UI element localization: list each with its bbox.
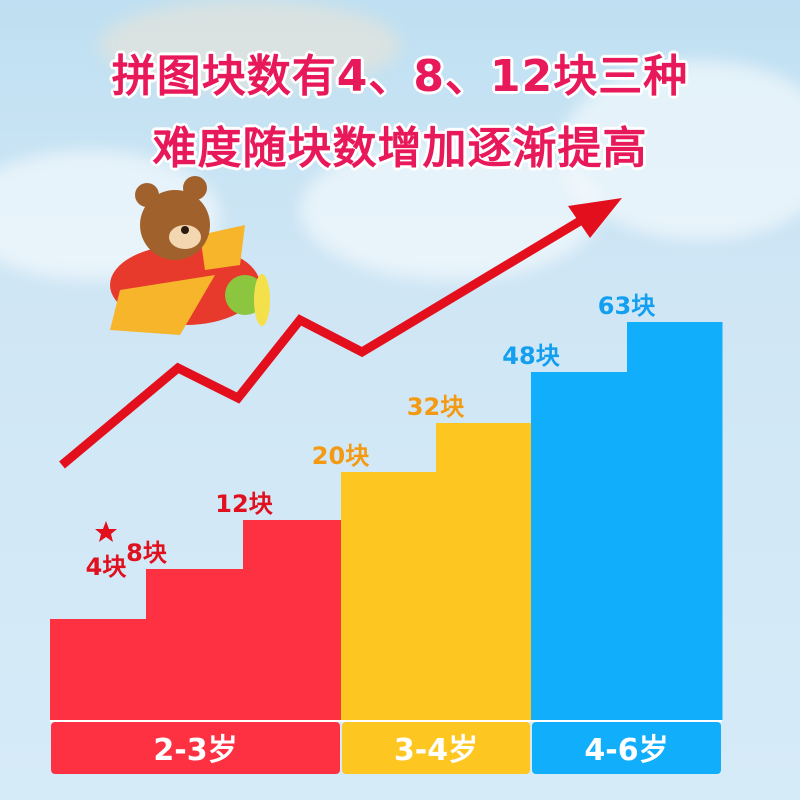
trend-arrow-line <box>59 214 588 469</box>
bear-nose <box>181 226 189 234</box>
title-line-2: 难度随块数增加逐渐提高 <box>152 123 648 174</box>
bar-20 <box>341 472 437 720</box>
trend-arrow-head-icon <box>568 198 622 238</box>
age-group-label-bg <box>51 722 340 774</box>
bar-value-label: 48块 <box>502 342 559 370</box>
age-group-label: 3-4岁 <box>394 733 478 768</box>
bar-12 <box>243 520 342 720</box>
star-icon <box>95 521 117 542</box>
bar-value-label: 4块 <box>86 553 127 581</box>
bar-value-label: 12块 <box>215 490 272 518</box>
age-group-label: 4-6岁 <box>584 733 668 768</box>
age-group-label-bg <box>532 722 721 774</box>
bear-airplane-illustration <box>110 176 270 335</box>
bar-48 <box>531 372 628 720</box>
bar-value-label: 20块 <box>312 442 369 470</box>
bar-8 <box>146 569 244 720</box>
age-group-label: 2-3岁 <box>153 733 237 768</box>
bar-32 <box>436 423 532 720</box>
bar-value-label: 63块 <box>598 292 655 320</box>
title-line-1: 拼图块数有4、8、12块三种 <box>111 51 689 102</box>
plane-wing <box>110 275 215 335</box>
plane-tail <box>200 225 245 270</box>
bar-value-label: 32块 <box>407 393 464 421</box>
bar-4 <box>50 619 147 720</box>
bear-snout <box>169 225 201 249</box>
bear-ear <box>183 176 207 200</box>
age-group-label-bg <box>342 722 530 774</box>
bear-ear <box>135 183 159 207</box>
bar-value-label: 8块 <box>126 539 167 567</box>
propeller <box>254 274 270 326</box>
bar-63 <box>627 322 723 720</box>
